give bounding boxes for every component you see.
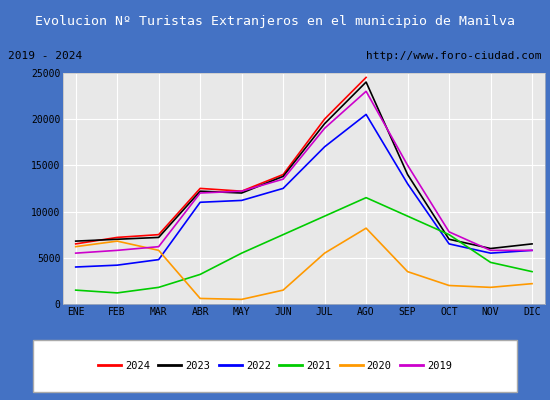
Text: http://www.foro-ciudad.com: http://www.foro-ciudad.com bbox=[366, 51, 542, 61]
FancyBboxPatch shape bbox=[33, 340, 517, 392]
Legend: 2024, 2023, 2022, 2021, 2020, 2019: 2024, 2023, 2022, 2021, 2020, 2019 bbox=[94, 357, 456, 375]
Text: Evolucion Nº Turistas Extranjeros en el municipio de Manilva: Evolucion Nº Turistas Extranjeros en el … bbox=[35, 14, 515, 28]
Text: 2019 - 2024: 2019 - 2024 bbox=[8, 51, 82, 61]
